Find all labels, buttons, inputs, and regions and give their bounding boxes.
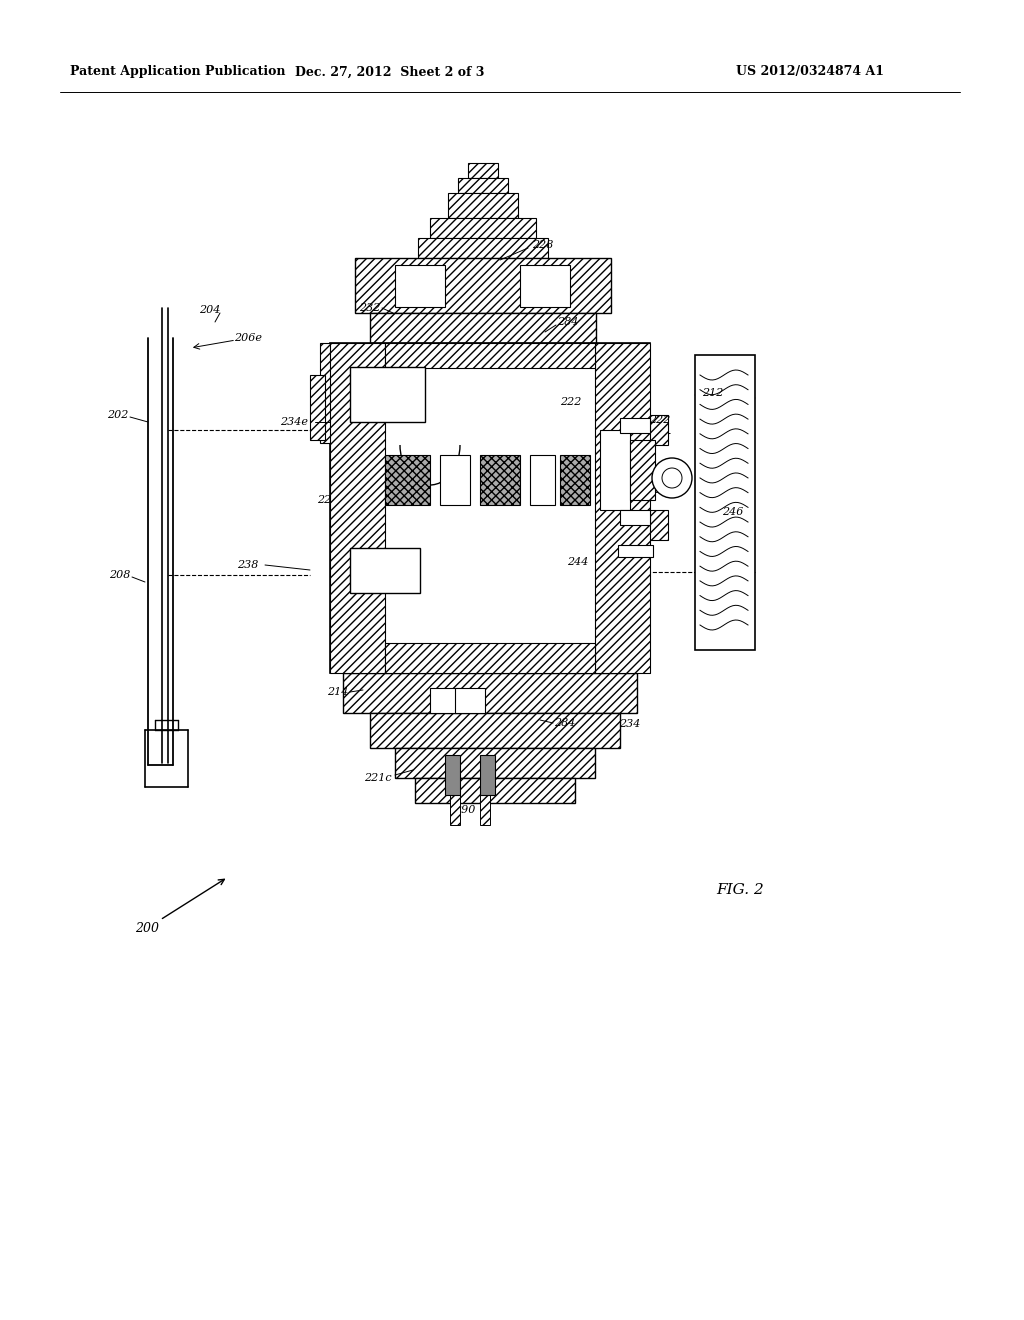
Bar (455, 688, 485, 713)
Bar (648, 510, 668, 540)
Text: 244: 244 (622, 552, 643, 562)
Text: US 2012/0324874 A1: US 2012/0324874 A1 (736, 66, 884, 78)
Bar (630, 440, 655, 500)
Text: 218: 218 (360, 388, 379, 397)
Bar (530, 455, 555, 506)
Text: 220D: 220D (358, 565, 385, 574)
Bar (350, 548, 420, 593)
Text: 230: 230 (334, 457, 355, 467)
Bar (620, 510, 650, 525)
Circle shape (652, 458, 692, 498)
Bar (370, 313, 596, 343)
Bar (430, 218, 536, 238)
Bar (415, 777, 575, 803)
Bar (595, 343, 650, 673)
Bar (385, 455, 430, 506)
Bar (618, 545, 653, 557)
Bar (620, 418, 650, 433)
Text: Patent Application Publication: Patent Application Publication (70, 66, 286, 78)
Bar (418, 238, 548, 257)
Text: 216a: 216a (622, 500, 650, 510)
Text: 248: 248 (617, 517, 639, 527)
Bar (480, 455, 520, 506)
Text: 202: 202 (108, 411, 129, 420)
Text: 214: 214 (328, 686, 349, 697)
Text: 200: 200 (135, 921, 159, 935)
Text: 284: 284 (557, 317, 579, 327)
Text: 224: 224 (317, 495, 339, 506)
Bar (449, 193, 518, 218)
Bar (458, 178, 508, 193)
Text: 244: 244 (567, 557, 589, 568)
Text: 204: 204 (200, 305, 221, 315)
Text: 212: 212 (702, 388, 723, 399)
Text: 206e: 206e (234, 333, 262, 343)
Bar (468, 162, 498, 178)
Bar (395, 748, 595, 777)
Bar (385, 643, 595, 673)
Text: 238: 238 (238, 560, 259, 570)
Text: 242: 242 (634, 457, 655, 467)
Text: 210: 210 (643, 471, 665, 480)
Bar (560, 455, 590, 506)
Bar (450, 795, 460, 825)
Bar (330, 343, 385, 673)
Bar (319, 343, 335, 444)
Bar (600, 430, 630, 510)
Bar (370, 713, 620, 748)
Bar (385, 343, 595, 368)
Bar (355, 257, 611, 313)
Bar (440, 455, 470, 506)
Text: 221c: 221c (365, 774, 392, 783)
Bar (395, 265, 445, 308)
Text: 284: 284 (554, 718, 575, 729)
Text: FIG. 2: FIG. 2 (716, 883, 764, 898)
Text: 218: 218 (351, 417, 373, 426)
Text: 222: 222 (560, 397, 582, 407)
Text: Dec. 27, 2012  Sheet 2 of 3: Dec. 27, 2012 Sheet 2 of 3 (295, 66, 484, 78)
Bar (520, 265, 570, 308)
Bar (480, 795, 490, 825)
Text: 222: 222 (649, 414, 671, 425)
Circle shape (662, 469, 682, 488)
Bar (480, 755, 495, 795)
Text: 232: 232 (359, 304, 381, 313)
Bar (343, 673, 637, 713)
Text: 234e: 234e (280, 417, 308, 426)
Bar (648, 414, 668, 445)
Bar (310, 375, 325, 440)
Bar (430, 688, 460, 713)
Text: 290: 290 (455, 805, 476, 814)
Text: 228: 228 (532, 240, 554, 249)
Bar (330, 343, 650, 673)
Bar (695, 355, 755, 649)
Text: 246: 246 (722, 507, 743, 517)
Text: 240: 240 (652, 484, 674, 495)
Bar (345, 360, 625, 655)
Bar (445, 755, 460, 795)
Text: 234: 234 (620, 719, 641, 729)
Text: 208: 208 (110, 570, 131, 579)
Bar (350, 367, 425, 422)
